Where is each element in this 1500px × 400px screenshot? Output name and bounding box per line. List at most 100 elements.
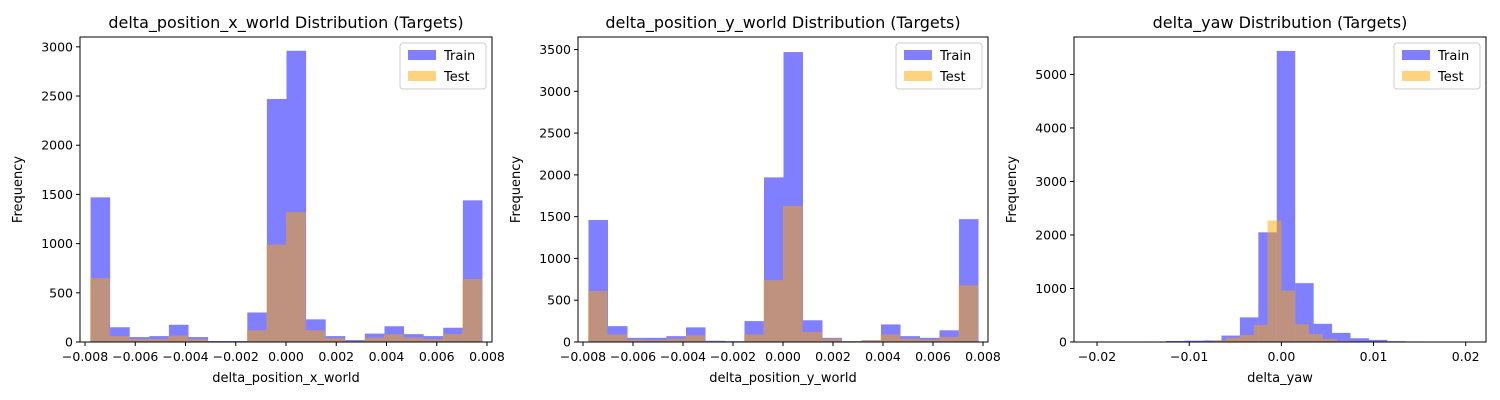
x-axis-label: delta_position_x_world bbox=[212, 371, 359, 386]
y-tick-label: 5000 bbox=[1035, 67, 1067, 82]
y-tick-label: 0 bbox=[1059, 335, 1067, 350]
x-ticks: −0.02 −0.01 0.00 0.01 0.02 bbox=[1078, 342, 1480, 364]
x-tick-label: −0.004 bbox=[162, 349, 208, 364]
x-ticks: −0.008 −0.006 −0.004 −0.002 0.000 0.002 0.004 0… bbox=[560, 342, 1001, 364]
bar-test bbox=[1267, 220, 1282, 342]
bar-test bbox=[1239, 335, 1254, 342]
bar-test bbox=[286, 212, 306, 342]
y-tick-label: 1000 bbox=[1035, 281, 1067, 296]
x-ticks: −0.008 −0.006 −0.004 −0.002 0.000 0.002 0.004 0… bbox=[62, 342, 505, 364]
x-tick-label: 0.004 bbox=[369, 349, 405, 364]
bar-test bbox=[442, 334, 463, 342]
bar-test bbox=[880, 334, 900, 342]
bar-test bbox=[607, 334, 627, 342]
x-tick-label: 0.02 bbox=[1452, 349, 1480, 364]
bar-test bbox=[129, 339, 149, 342]
bar-test bbox=[1336, 340, 1351, 342]
bar-test bbox=[763, 280, 783, 342]
bar-train bbox=[345, 340, 365, 342]
bar-test bbox=[462, 279, 482, 342]
bar-test bbox=[383, 334, 404, 342]
bar-test bbox=[802, 331, 822, 342]
bar-test bbox=[861, 340, 881, 342]
x-tick-label: 0.000 bbox=[268, 349, 304, 364]
x-tick-label: −0.01 bbox=[1170, 349, 1208, 364]
bar-train bbox=[1166, 340, 1185, 342]
legend-label-test: Test bbox=[443, 70, 470, 85]
legend-label-train: Train bbox=[1437, 49, 1469, 64]
bar-test bbox=[90, 278, 110, 342]
y-tick-label: 500 bbox=[547, 293, 571, 308]
y-tick-label: 2500 bbox=[539, 126, 571, 141]
bars bbox=[1092, 50, 1466, 342]
bar-test bbox=[403, 337, 424, 342]
y-tick-label: 3000 bbox=[1035, 174, 1067, 189]
y-tick-label: 0 bbox=[65, 335, 73, 350]
histogram-panel-y: delta_position_y_world Distribution (Tar… bbox=[509, 13, 1001, 386]
x-tick-label: −0.006 bbox=[112, 349, 158, 364]
bar-test bbox=[109, 336, 130, 342]
bar-test bbox=[900, 338, 920, 342]
legend: Train Test bbox=[399, 42, 487, 90]
x-tick-label: 0.008 bbox=[469, 349, 505, 364]
x-tick-label: −0.008 bbox=[560, 349, 606, 364]
bar-test bbox=[939, 336, 959, 342]
bar-test bbox=[685, 335, 705, 342]
bar-test bbox=[646, 339, 666, 342]
bar-test bbox=[1281, 290, 1296, 342]
y-tick-label: 4000 bbox=[1035, 120, 1067, 135]
x-tick-label: 0.008 bbox=[965, 349, 1001, 364]
bar-test bbox=[305, 330, 326, 342]
bar-test bbox=[1309, 333, 1323, 342]
y-tick-label: 1000 bbox=[41, 236, 73, 251]
histogram-panel-yaw: delta_yaw Distribution (Targets) delta_y… bbox=[1005, 13, 1487, 386]
bar-test bbox=[783, 205, 803, 342]
bar-test bbox=[919, 339, 939, 342]
bar-test bbox=[246, 330, 267, 342]
y-tick-label: 0 bbox=[563, 335, 571, 350]
y-tick-label: 3500 bbox=[539, 42, 571, 57]
x-tick-label: 0.004 bbox=[865, 349, 901, 364]
x-tick-label: 0.00 bbox=[1267, 349, 1295, 364]
x-tick-label: −0.008 bbox=[62, 349, 108, 364]
legend-swatch-test bbox=[408, 71, 436, 81]
y-ticks: 0 500 1000 1500 2000 2500 3000 bbox=[41, 39, 80, 350]
legend-swatch-test bbox=[904, 71, 932, 81]
y-tick-label: 1500 bbox=[539, 209, 571, 224]
histogram-panel-x: delta_position_x_world Distribution (Tar… bbox=[11, 13, 505, 386]
bar-test bbox=[822, 338, 842, 342]
bar-test bbox=[188, 339, 208, 342]
x-tick-label: −0.006 bbox=[610, 349, 656, 364]
bar-test bbox=[148, 339, 169, 342]
bar-test bbox=[1253, 324, 1268, 342]
x-axis-label: delta_position_y_world bbox=[709, 371, 856, 386]
legend-label-train: Train bbox=[443, 49, 475, 64]
bar-test bbox=[325, 338, 345, 342]
legend-swatch-train bbox=[1402, 50, 1430, 60]
x-tick-label: 0.006 bbox=[915, 349, 951, 364]
axes-frame bbox=[1073, 36, 1487, 343]
legend-label-test: Test bbox=[939, 70, 966, 85]
bar-test bbox=[364, 337, 384, 342]
y-tick-label: 2000 bbox=[41, 138, 73, 153]
bar-train bbox=[1368, 339, 1388, 342]
bar-test bbox=[1322, 338, 1337, 342]
y-tick-label: 2500 bbox=[41, 89, 73, 104]
x-tick-label: 0.002 bbox=[815, 349, 851, 364]
y-tick-label: 2000 bbox=[539, 167, 571, 182]
y-axis-label: Frequency bbox=[509, 156, 524, 223]
bar-train bbox=[939, 330, 959, 342]
bar-test bbox=[958, 285, 978, 342]
x-tick-label: −0.02 bbox=[1078, 349, 1116, 364]
legend-label-train: Train bbox=[939, 49, 971, 64]
bar-test bbox=[627, 339, 647, 342]
bar-test bbox=[1226, 337, 1240, 342]
legend: Train Test bbox=[895, 42, 983, 90]
x-tick-label: −0.004 bbox=[660, 349, 706, 364]
bar-test bbox=[423, 339, 443, 342]
x-tick-label: 0.000 bbox=[765, 349, 801, 364]
x-tick-label: −0.002 bbox=[213, 349, 259, 364]
legend-label-test: Test bbox=[1437, 70, 1464, 85]
legend-swatch-train bbox=[408, 50, 436, 60]
